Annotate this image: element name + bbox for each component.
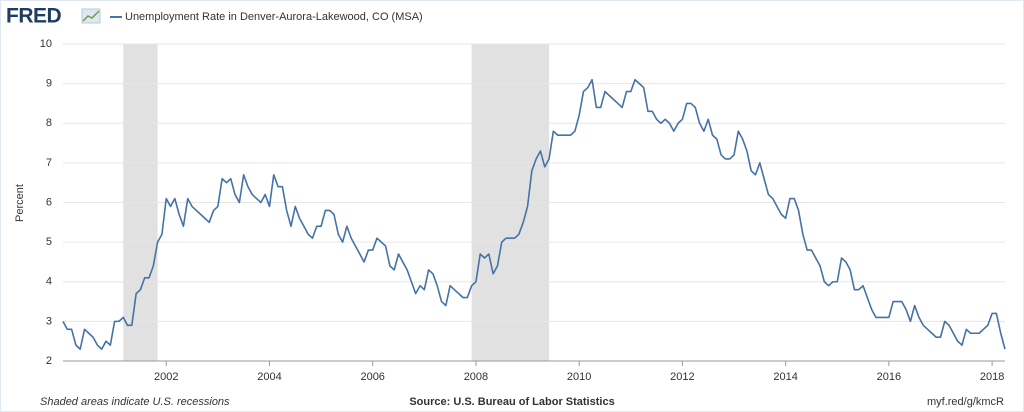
y-tick-label: 6 xyxy=(46,196,52,208)
data-line xyxy=(62,78,1006,350)
y-tick-label: 5 xyxy=(46,236,52,248)
y-tick-label: 10 xyxy=(40,38,52,50)
source: Source: U.S. Bureau of Labor Statistics xyxy=(409,396,614,408)
footnote: Shaded areas indicate U.S. recessions xyxy=(40,396,230,408)
link: myf.red/g/kmcR xyxy=(927,396,1004,408)
legend-label: Unemployment Rate in Denver-Aurora-Lakew… xyxy=(125,11,423,23)
y-axis-label: Percent xyxy=(14,184,26,222)
x-tick-label: 2010 xyxy=(567,371,591,383)
y-tick-label: 2 xyxy=(46,355,52,367)
y-tick-label: 3 xyxy=(46,315,52,327)
x-tick-label: 2002 xyxy=(154,371,178,383)
y-tick-label: 4 xyxy=(46,276,52,288)
x-tick-label: 2014 xyxy=(773,371,797,383)
y-tick-label: 9 xyxy=(46,78,52,90)
x-tick-label: 2006 xyxy=(360,371,384,383)
x-tick-label: 2004 xyxy=(257,371,281,383)
logo: FRED xyxy=(6,5,62,28)
x-tick-label: 2012 xyxy=(670,371,694,383)
y-tick-label: 7 xyxy=(46,157,52,169)
x-tick-label: 2016 xyxy=(877,371,901,383)
y-tick-label: 8 xyxy=(46,117,52,129)
x-tick-label: 2008 xyxy=(464,371,488,383)
x-tick-label: 2018 xyxy=(980,371,1004,383)
logo-icon xyxy=(81,8,101,24)
